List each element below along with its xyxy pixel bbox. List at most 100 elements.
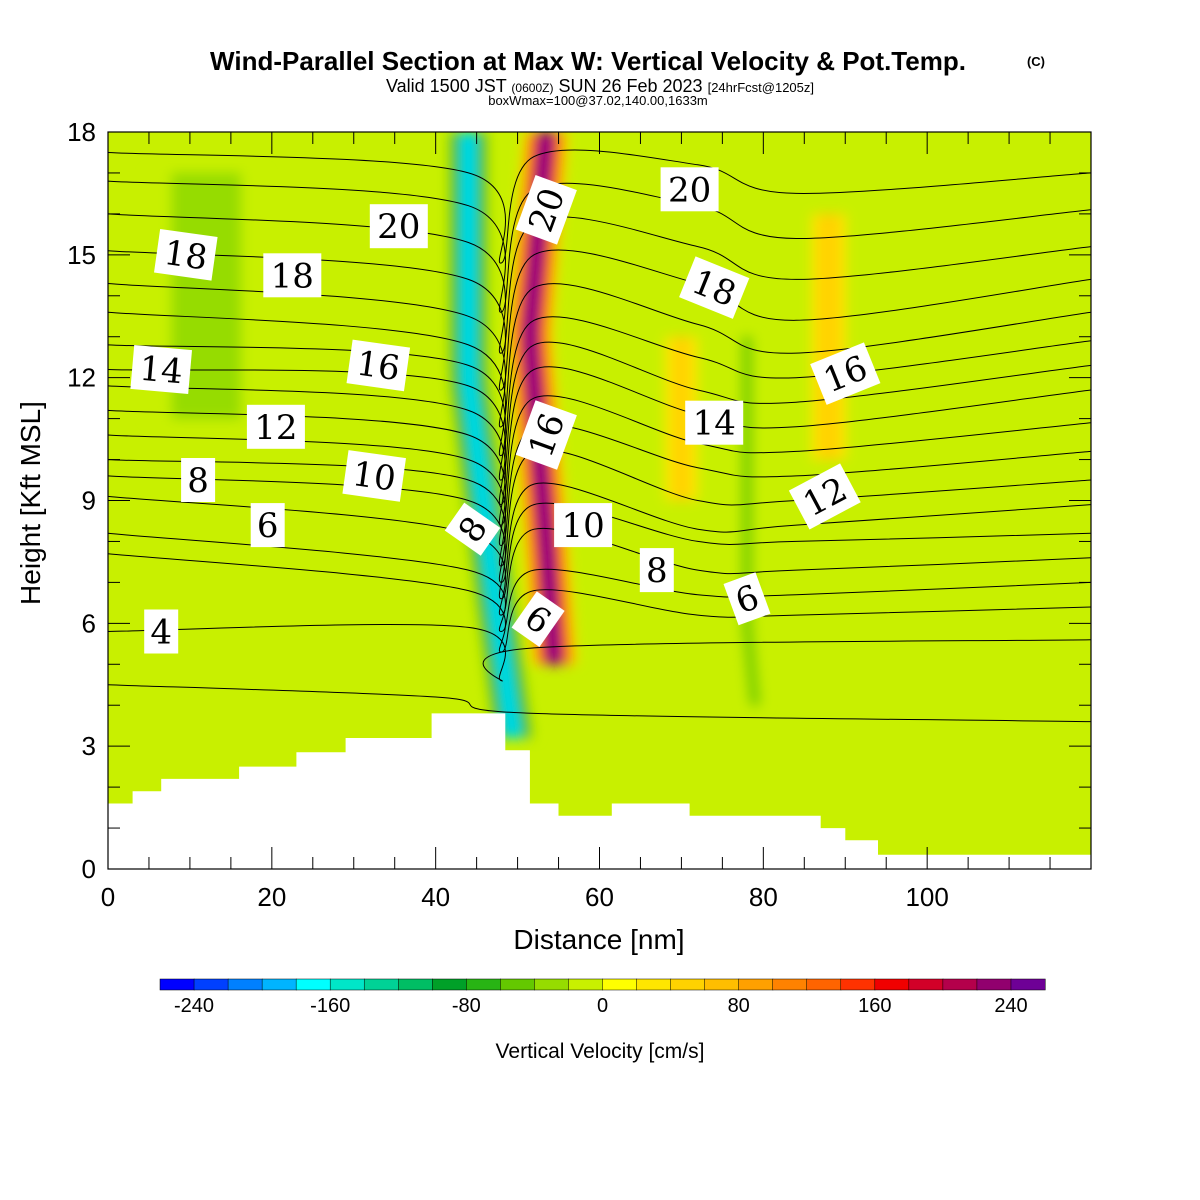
colorbar-swatch bbox=[398, 978, 433, 991]
theta-label-box bbox=[342, 450, 406, 502]
colorbar-swatch bbox=[500, 978, 535, 991]
colorbar: -240 -160 -80 0 80 160 240 bbox=[159, 978, 1046, 1017]
colorbar-swatch bbox=[534, 978, 570, 991]
valid-prefix: Valid 1500 JST bbox=[386, 76, 507, 96]
colorbar-tick-label: 160 bbox=[858, 995, 891, 1017]
x-tick-label: 100 bbox=[905, 882, 948, 912]
theta-label-box bbox=[246, 404, 305, 449]
theta-label: 10 bbox=[342, 450, 406, 502]
box-info: boxWmax=100@37.02,140.00,1633m bbox=[488, 93, 708, 108]
colorbar-swatch bbox=[806, 978, 842, 991]
copyright-mark: (C) bbox=[1027, 54, 1045, 69]
theta-label-box bbox=[810, 342, 881, 405]
theta-label-box bbox=[181, 458, 216, 502]
theta-label-text: 12 bbox=[254, 408, 297, 448]
theta-label-text: 20 bbox=[377, 207, 420, 247]
theta-contour-18 bbox=[108, 249, 1091, 391]
colorbar-swatch bbox=[840, 978, 876, 991]
theta-label: 6 bbox=[723, 572, 771, 626]
theta-contour-17 bbox=[108, 283, 1091, 428]
theta-contour-4 bbox=[108, 684, 1091, 723]
colorbar-swatch bbox=[1010, 978, 1046, 991]
theta-label-box bbox=[554, 503, 613, 548]
theta-label-text: 16 bbox=[354, 344, 402, 390]
theta-label-text: 14 bbox=[138, 349, 185, 393]
colorbar-swatch bbox=[942, 978, 978, 991]
forecast-info: [24hrFcst@1205z] bbox=[708, 80, 814, 95]
colorbar-swatch bbox=[568, 978, 604, 991]
theta-label-box bbox=[144, 609, 179, 654]
theta-contour-5 bbox=[108, 623, 1091, 682]
theta-label-box bbox=[346, 339, 411, 392]
theta-label-box bbox=[263, 253, 322, 298]
colorbar-swatch bbox=[670, 978, 706, 991]
theta-contour-15 bbox=[108, 341, 1091, 481]
theta-label: 10 bbox=[554, 503, 613, 548]
theta-label: 8 bbox=[181, 458, 216, 502]
velocity-level--200 bbox=[466, 132, 516, 738]
theta-label: 14 bbox=[130, 345, 193, 394]
theta-contour-10 bbox=[108, 459, 1091, 583]
theta-label-box bbox=[639, 548, 674, 593]
theta-label: 20 bbox=[660, 167, 719, 212]
theta-contour-6 bbox=[108, 553, 1091, 653]
theta-contour-9 bbox=[108, 475, 1091, 600]
theta-label-box bbox=[515, 175, 577, 245]
theta-label-box bbox=[369, 204, 428, 249]
theta-label-text: 4 bbox=[150, 613, 172, 653]
theta-label-box bbox=[515, 400, 577, 470]
colorbar-swatch bbox=[363, 978, 399, 991]
colorbar-swatch bbox=[874, 978, 910, 991]
colorbar-label: Vertical Velocity [cm/s] bbox=[496, 1040, 705, 1063]
y-tick-label: 6 bbox=[82, 608, 96, 638]
theta-label-box bbox=[130, 345, 193, 394]
y-tick-label: 12 bbox=[67, 363, 96, 393]
theta-label: 18 bbox=[154, 228, 218, 281]
downdraft-band-1 bbox=[446, 132, 536, 738]
theta-label: 6 bbox=[250, 503, 285, 548]
theta-label-box bbox=[154, 228, 218, 281]
theta-label-box bbox=[723, 572, 771, 626]
colorbar-tick-label: -160 bbox=[310, 995, 350, 1017]
theta-label: 4 bbox=[144, 609, 179, 654]
colorbar-swatch bbox=[227, 978, 263, 991]
colorbar-swatch bbox=[772, 978, 808, 991]
theta-label-text: 8 bbox=[187, 461, 209, 501]
colorbar-swatch bbox=[704, 978, 740, 991]
colorbar-tick-label: -240 bbox=[174, 995, 214, 1017]
updraft-band-2 bbox=[665, 336, 698, 501]
x-axis-label: Distance [nm] bbox=[513, 924, 684, 955]
axes: 0 20 40 60 80 100 0 3 6 9 12 15 18 bbox=[67, 117, 1092, 912]
theta-label: 16 bbox=[346, 339, 411, 392]
theta-label-text: 10 bbox=[350, 454, 398, 500]
colorbar-swatch bbox=[159, 978, 195, 991]
colorbar-swatch bbox=[466, 978, 501, 991]
x-tick-label: 20 bbox=[257, 882, 286, 912]
theta-label-box bbox=[660, 167, 719, 212]
colorbar-tick-label: 0 bbox=[597, 995, 608, 1017]
x-tick-label: 60 bbox=[585, 882, 614, 912]
y-tick-label: 3 bbox=[82, 731, 96, 761]
colorbar-swatch bbox=[193, 978, 229, 991]
valid-time-line: Valid 1500 JST (0600Z) SUN 26 Feb 2023 [… bbox=[386, 76, 814, 96]
colorbar-swatch bbox=[636, 978, 672, 991]
colorbar-swatch bbox=[432, 978, 467, 991]
velocity-level-40 bbox=[673, 336, 690, 501]
y-tick-label: 18 bbox=[67, 117, 96, 147]
theta-label: 8 bbox=[639, 548, 674, 593]
y-tick-label: 0 bbox=[82, 854, 96, 884]
colorbar-swatch bbox=[295, 978, 331, 991]
y-tick-label: 9 bbox=[82, 486, 96, 516]
theta-label-box bbox=[250, 503, 285, 548]
theta-label-text: 10 bbox=[561, 506, 604, 546]
theta-contour-8 bbox=[108, 495, 1091, 616]
theta-contour-21 bbox=[108, 149, 1091, 264]
colorbar-swatch bbox=[738, 978, 774, 991]
theta-contour-13 bbox=[108, 385, 1091, 526]
theta-label: 18 bbox=[679, 256, 750, 319]
valid-zulu: (0600Z) bbox=[511, 81, 553, 95]
x-tick-label: 0 bbox=[101, 882, 115, 912]
velocity-level-260 bbox=[527, 132, 557, 665]
